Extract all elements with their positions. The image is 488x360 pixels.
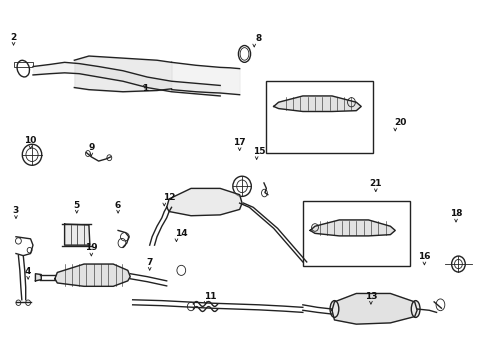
Text: 17: 17 — [233, 138, 245, 147]
Polygon shape — [64, 224, 90, 245]
Text: 4: 4 — [25, 267, 31, 276]
Text: 1: 1 — [142, 84, 148, 93]
Text: 11: 11 — [204, 292, 216, 301]
Polygon shape — [273, 96, 361, 112]
Ellipse shape — [410, 301, 419, 318]
Polygon shape — [331, 293, 416, 324]
Text: 2: 2 — [10, 33, 17, 42]
Bar — [302, 201, 409, 266]
Text: 21: 21 — [369, 179, 381, 188]
Text: 13: 13 — [364, 292, 376, 301]
Text: 9: 9 — [88, 143, 94, 152]
Text: 18: 18 — [449, 210, 461, 219]
Text: 15: 15 — [252, 147, 265, 156]
Text: 20: 20 — [393, 118, 406, 127]
Text: 14: 14 — [175, 229, 187, 238]
Polygon shape — [166, 188, 242, 216]
Text: 12: 12 — [163, 193, 175, 202]
Text: 6: 6 — [115, 201, 121, 210]
Text: 3: 3 — [13, 206, 19, 215]
Text: 10: 10 — [24, 136, 37, 145]
Text: 7: 7 — [146, 258, 153, 267]
Text: 16: 16 — [417, 252, 430, 261]
Ellipse shape — [329, 301, 338, 318]
Polygon shape — [309, 220, 394, 236]
Polygon shape — [35, 274, 41, 281]
Text: 19: 19 — [85, 243, 98, 252]
Bar — [266, 81, 372, 153]
Text: 8: 8 — [255, 35, 262, 44]
Polygon shape — [55, 264, 130, 286]
Text: 5: 5 — [74, 201, 80, 210]
